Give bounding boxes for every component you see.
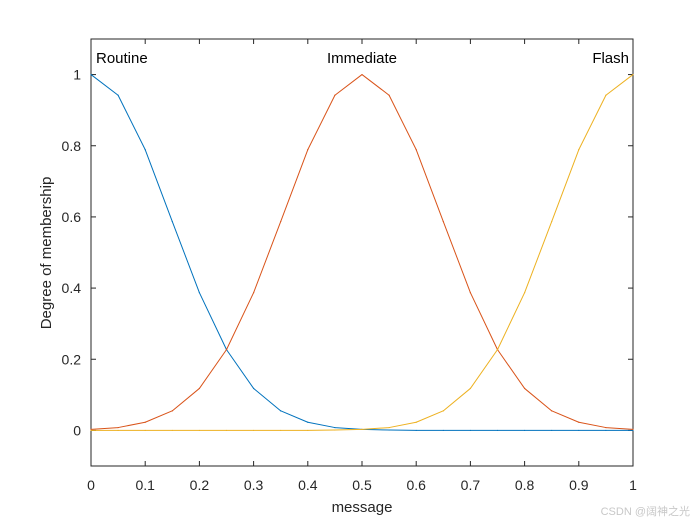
data-point-flash xyxy=(524,292,526,294)
data-point-immediate xyxy=(307,149,309,151)
x-tick-label: 0.5 xyxy=(352,477,372,493)
data-point-routine xyxy=(442,429,444,432)
annotation-immediate: Immediate xyxy=(327,50,397,67)
data-point-flash xyxy=(551,220,553,223)
y-tick-label: 0.8 xyxy=(62,138,82,154)
data-point-routine xyxy=(496,429,499,432)
data-point-flash xyxy=(90,429,92,432)
data-point-flash xyxy=(469,387,471,390)
data-point-immediate xyxy=(632,428,634,430)
data-point-immediate xyxy=(225,349,228,351)
data-point-routine xyxy=(280,410,282,412)
data-point-routine xyxy=(307,421,309,423)
data-point-flash xyxy=(388,426,390,429)
data-point-immediate xyxy=(578,421,580,423)
data-point-flash xyxy=(415,421,417,423)
x-tick-label: 0.1 xyxy=(135,477,155,493)
y-tick-labels: 0 0.2 0.4 0.6 0.8 1 xyxy=(62,67,82,439)
y-tick-label: 0 xyxy=(73,422,81,438)
data-point-routine xyxy=(524,429,526,432)
data-point-flash xyxy=(171,429,173,432)
data-point-immediate xyxy=(90,428,92,430)
data-point-flash xyxy=(225,429,228,432)
data-point-flash xyxy=(144,429,146,432)
data-point-flash xyxy=(198,429,200,432)
series-curves xyxy=(90,73,634,432)
x-tick-label: 0.8 xyxy=(515,477,535,493)
x-tick-label: 0.6 xyxy=(406,477,426,493)
y-axis-title: Degree of membership xyxy=(38,177,55,330)
y-tick-label: 1 xyxy=(73,67,81,83)
data-point-routine xyxy=(253,387,255,390)
series-annotations: Routine Immediate Flash xyxy=(96,50,629,67)
data-point-flash xyxy=(605,94,607,96)
data-point-flash xyxy=(334,429,336,431)
y-tick-label: 0.6 xyxy=(62,209,82,225)
data-point-routine xyxy=(469,429,471,432)
annotation-flash: Flash xyxy=(592,50,629,67)
data-point-immediate xyxy=(117,426,119,429)
data-point-routine xyxy=(388,429,390,431)
data-point-flash xyxy=(442,410,444,412)
x-tick-label: 0 xyxy=(87,477,95,493)
data-point-immediate xyxy=(334,94,336,96)
data-point-flash xyxy=(361,428,363,430)
data-point-flash xyxy=(578,149,580,151)
data-point-routine xyxy=(198,292,200,294)
data-point-flash xyxy=(117,429,119,432)
data-point-immediate xyxy=(415,149,417,151)
data-point-flash xyxy=(253,429,255,432)
data-point-immediate xyxy=(524,387,526,390)
data-point-routine xyxy=(578,429,580,432)
data-point-routine xyxy=(171,220,173,223)
data-point-immediate xyxy=(469,292,471,294)
x-tick-label: 0.3 xyxy=(244,477,264,493)
data-point-immediate xyxy=(388,94,390,96)
data-point-flash xyxy=(632,73,634,76)
x-tick-label: 0.7 xyxy=(461,477,481,493)
data-point-immediate xyxy=(171,410,173,412)
x-tick-label: 0.2 xyxy=(190,477,210,493)
data-point-routine xyxy=(415,429,417,432)
annotation-routine: Routine xyxy=(96,50,148,67)
data-point-immediate xyxy=(144,421,146,423)
data-point-immediate xyxy=(551,410,553,412)
data-point-immediate xyxy=(442,220,444,223)
x-tick-label: 1 xyxy=(629,477,637,493)
x-tick-labels: 0 0.1 0.2 0.3 0.4 0.5 0.6 0.7 0.8 0.9 1 xyxy=(87,477,637,493)
data-point-immediate xyxy=(253,292,255,294)
plot-area xyxy=(90,38,634,467)
x-tick-label: 0.9 xyxy=(569,477,589,493)
data-point-routine xyxy=(632,429,634,432)
data-point-flash xyxy=(307,429,309,432)
data-point-routine xyxy=(334,426,336,429)
data-point-routine xyxy=(117,94,119,96)
data-point-immediate xyxy=(605,426,607,429)
x-axis-title: message xyxy=(332,499,393,516)
data-point-immediate xyxy=(361,73,363,76)
data-point-routine xyxy=(605,429,607,432)
y-tick-label: 0.4 xyxy=(62,280,82,296)
data-point-routine xyxy=(90,73,92,76)
data-point-immediate xyxy=(198,387,200,390)
data-point-flash xyxy=(496,349,499,351)
data-point-routine xyxy=(551,429,553,432)
data-point-flash xyxy=(280,429,282,432)
data-point-routine xyxy=(144,149,146,151)
watermark-text: CSDN @阔神之光 xyxy=(600,506,690,518)
y-tick-label: 0.2 xyxy=(62,351,82,367)
data-point-immediate xyxy=(280,220,282,223)
x-tick-label: 0.4 xyxy=(298,477,318,493)
